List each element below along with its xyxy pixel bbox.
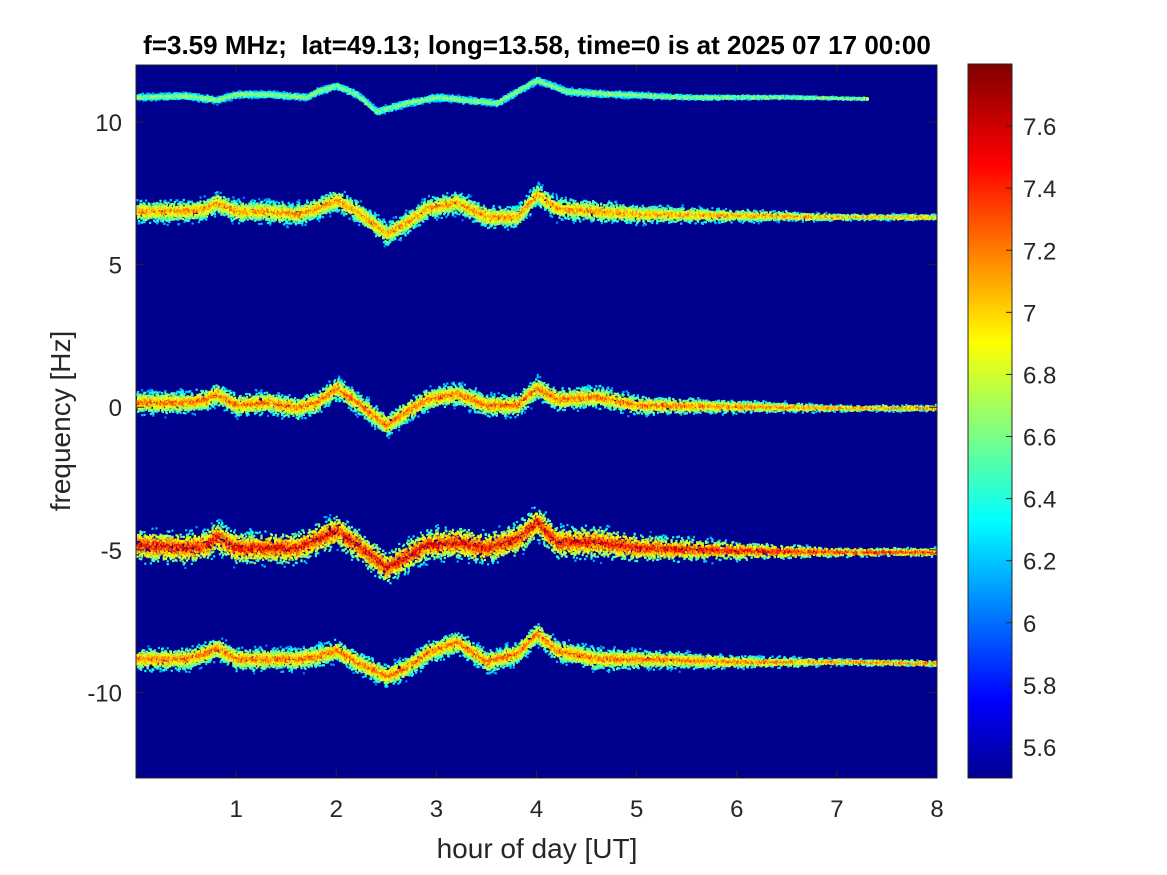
- trace-pixel: [231, 99, 233, 101]
- trace-pixel: [189, 92, 191, 94]
- trace-pixel: [155, 99, 157, 101]
- trace-pixel: [216, 104, 218, 106]
- trace-pixel: [300, 99, 302, 101]
- chart-title: f=3.59 MHz; lat=49.13; long=13.58, time=…: [143, 30, 931, 60]
- plot-background: [136, 65, 937, 778]
